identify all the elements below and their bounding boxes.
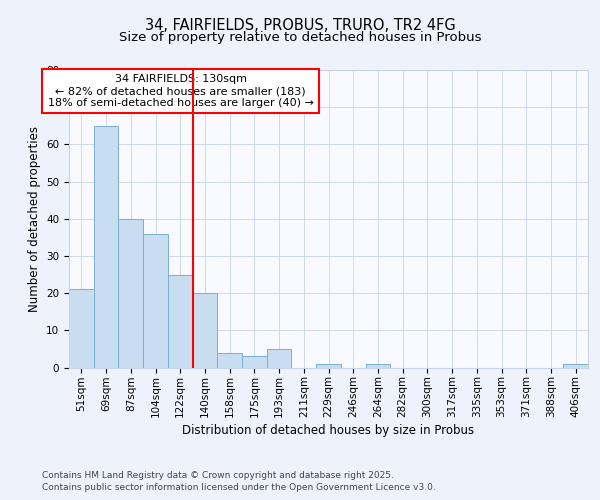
Text: 34 FAIRFIELDS: 130sqm
← 82% of detached houses are smaller (183)
18% of semi-det: 34 FAIRFIELDS: 130sqm ← 82% of detached …: [47, 74, 314, 108]
Bar: [69, 290, 94, 368]
Bar: [563, 364, 588, 368]
Text: 34, FAIRFIELDS, PROBUS, TRURO, TR2 4FG: 34, FAIRFIELDS, PROBUS, TRURO, TR2 4FG: [145, 18, 455, 32]
Bar: [94, 126, 118, 368]
Bar: [168, 274, 193, 368]
Bar: [267, 349, 292, 368]
Bar: [143, 234, 168, 368]
Bar: [118, 219, 143, 368]
Text: Size of property relative to detached houses in Probus: Size of property relative to detached ho…: [119, 31, 481, 44]
Text: Contains HM Land Registry data © Crown copyright and database right 2025.: Contains HM Land Registry data © Crown c…: [42, 471, 394, 480]
Bar: [365, 364, 390, 368]
Bar: [242, 356, 267, 368]
Y-axis label: Number of detached properties: Number of detached properties: [28, 126, 41, 312]
Text: Contains public sector information licensed under the Open Government Licence v3: Contains public sector information licen…: [42, 484, 436, 492]
Bar: [316, 364, 341, 368]
Bar: [217, 352, 242, 368]
X-axis label: Distribution of detached houses by size in Probus: Distribution of detached houses by size …: [182, 424, 475, 437]
Bar: [193, 293, 217, 368]
